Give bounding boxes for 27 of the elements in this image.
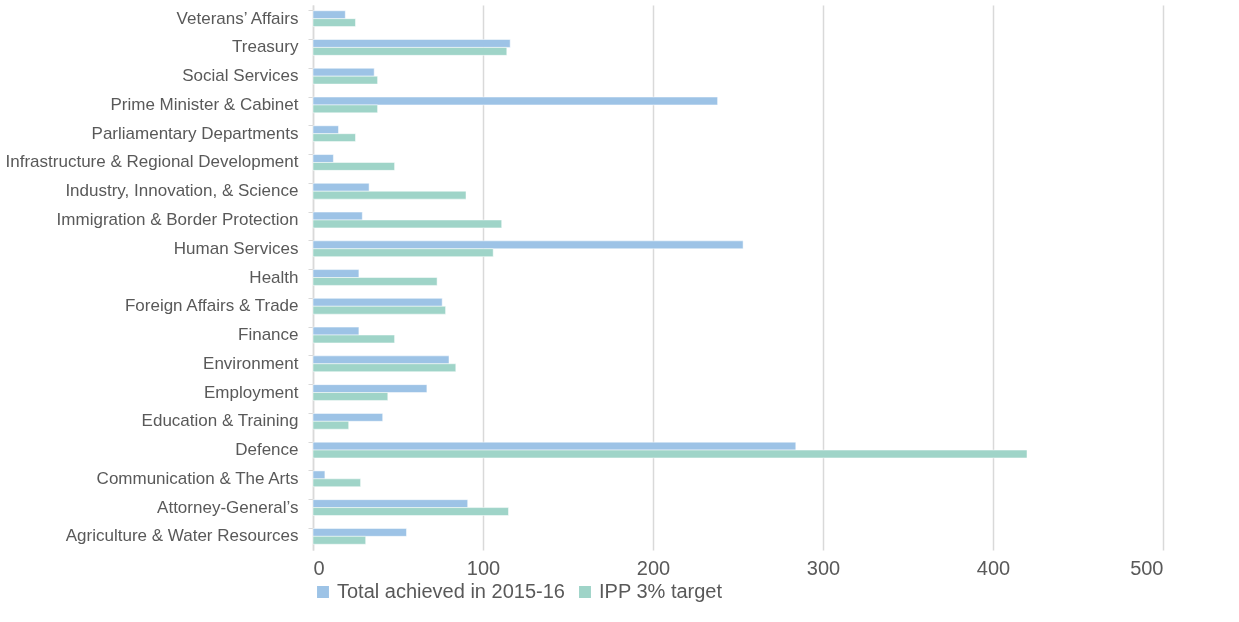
y-tick-label: Employment xyxy=(204,382,299,402)
y-tick-label: Treasury xyxy=(232,37,299,57)
x-tick-label: 300 xyxy=(806,556,841,579)
y-tick-label: Industry, Innovation, & Science xyxy=(65,181,299,201)
y-tick-label: Finance xyxy=(238,325,299,345)
y-tick-label: Health xyxy=(249,267,299,287)
y-tick-label: Infrastructure & Regional Development xyxy=(5,152,299,172)
legend-label: Total achieved in 2015-16 xyxy=(337,580,565,602)
x-tick-label: 200 xyxy=(636,556,671,579)
y-tick-label: Environment xyxy=(203,353,299,373)
y-tick-label: Veterans’ Affairs xyxy=(176,8,299,28)
y-tick-label: Communication & The Arts xyxy=(96,468,299,488)
x-tick-label: 100 xyxy=(466,556,501,579)
y-tick-label: Foreign Affairs & Trade xyxy=(124,296,299,316)
y-tick-label: Prime Minister & Cabinet xyxy=(110,94,299,114)
y-tick-label: Education & Training xyxy=(141,411,299,431)
y-tick-label: Defence xyxy=(235,440,299,460)
y-tick-label: Immigration & Border Protection xyxy=(56,209,299,229)
y-tick-label: Attorney-General’s xyxy=(157,497,299,517)
y-tick-label: Parliamentary Departments xyxy=(91,123,299,143)
y-tick-label: Human Services xyxy=(173,238,299,258)
x-tick-label: 400 xyxy=(976,556,1011,579)
y-tick-label: Agriculture & Water Resources xyxy=(65,526,299,546)
y-tick-label: Social Services xyxy=(182,66,299,86)
x-tick-label: 500 xyxy=(1130,556,1164,579)
legend-label: IPP 3% target xyxy=(599,580,723,602)
x-tick-label: 0 xyxy=(313,556,325,579)
